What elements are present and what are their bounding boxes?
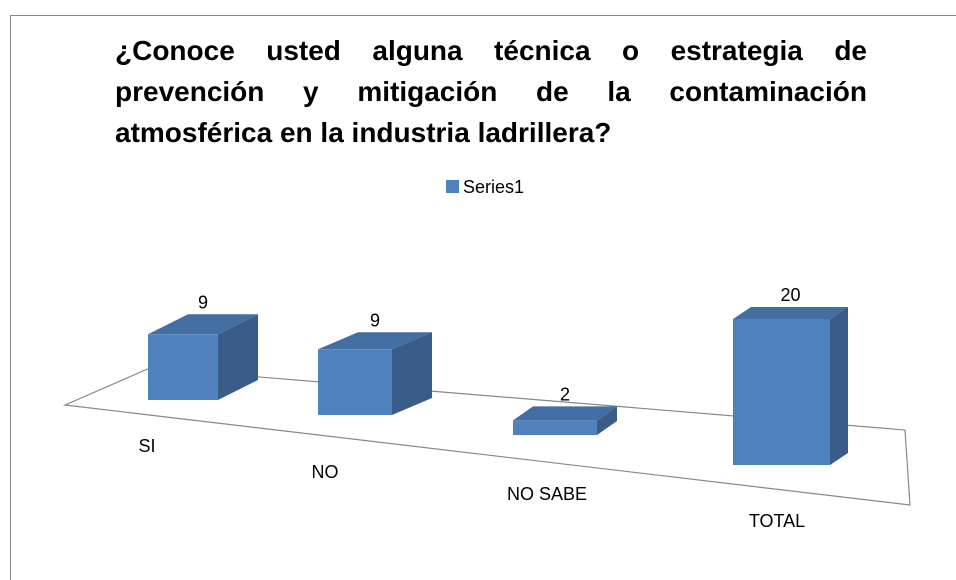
bar — [148, 334, 218, 400]
legend-swatch — [446, 180, 459, 193]
x-tick-label: NO — [312, 462, 339, 482]
data-label: 2 — [560, 384, 570, 404]
bar-top — [318, 332, 432, 350]
bar — [318, 349, 392, 415]
chart-title: ¿Conoce usted alguna técnica o estrategi… — [115, 35, 867, 148]
bar-side — [392, 332, 432, 415]
floor — [62, 367, 911, 506]
data-label: 20 — [780, 285, 800, 305]
data-label: 9 — [198, 292, 208, 312]
bar-top — [733, 307, 848, 319]
bar-top — [148, 314, 258, 335]
chart-frame — [10, 15, 956, 580]
legend-label: Series1 — [463, 177, 524, 197]
x-tick-label: NO SABE — [507, 484, 587, 504]
data-label: 9 — [370, 310, 380, 330]
bar-side — [830, 307, 848, 465]
x-tick-label: SI — [138, 436, 155, 456]
x-tick-label: TOTAL — [749, 511, 805, 531]
bar-side — [218, 314, 258, 400]
bar-side — [597, 406, 617, 435]
bar — [733, 319, 830, 465]
bar-top — [513, 406, 617, 421]
bar — [513, 420, 597, 435]
